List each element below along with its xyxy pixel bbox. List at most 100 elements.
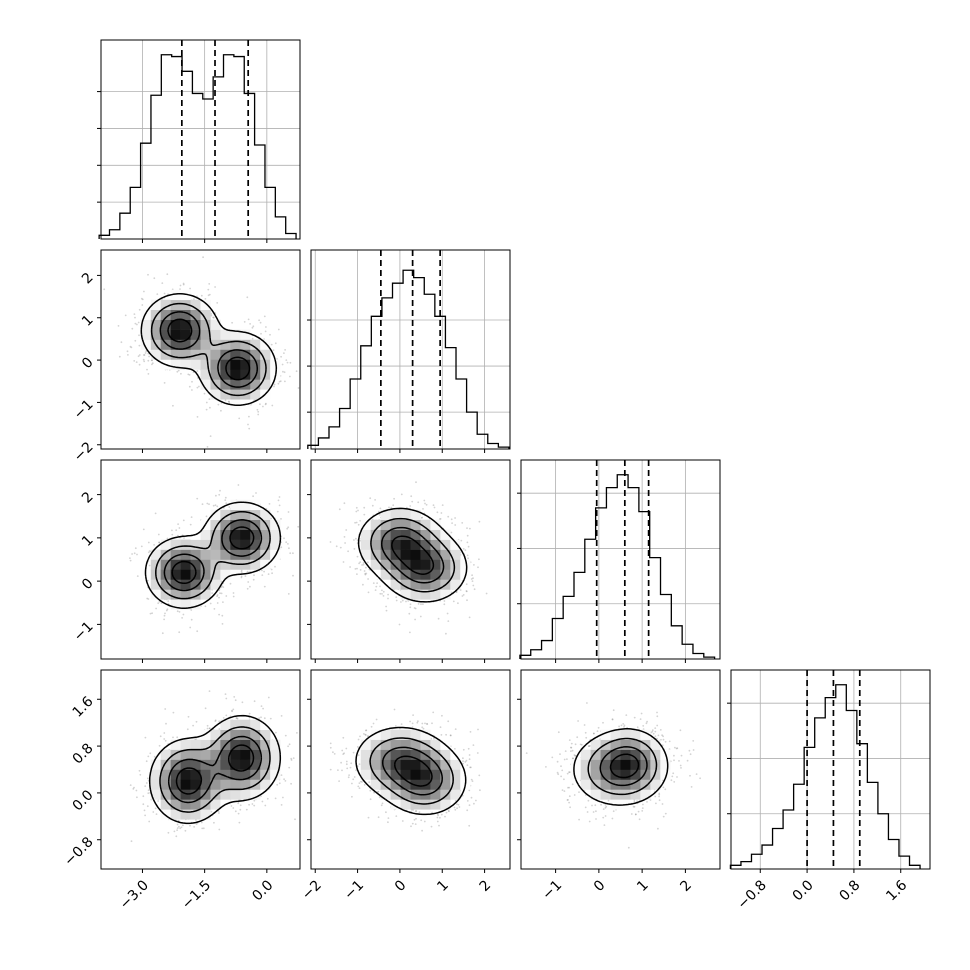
scatter-point: [264, 330, 267, 333]
scatter-point: [282, 370, 284, 373]
density-cell: [230, 399, 241, 410]
scatter-point: [292, 574, 294, 577]
scatter-point: [133, 313, 136, 315]
contour-line: [163, 519, 263, 592]
density-cell: [370, 559, 381, 570]
density-cell: [230, 499, 241, 511]
contour-line: [140, 293, 278, 406]
scatter-point: [131, 553, 134, 555]
scatter-point: [214, 504, 217, 507]
scatter-point: [142, 358, 145, 361]
scatter-point: [228, 400, 231, 403]
density-cell: [220, 329, 231, 340]
scatter-point: [447, 515, 450, 518]
scatter-point: [460, 539, 463, 542]
scatter-point: [286, 361, 289, 364]
scatter-point: [183, 537, 185, 539]
panel-frame: [100, 249, 301, 450]
scatter-point: [379, 585, 381, 588]
density-cell: [190, 539, 201, 550]
scatter-point: [161, 632, 164, 635]
scatter-point: [287, 511, 290, 513]
scatter-point: [466, 534, 469, 537]
scatter-point: [151, 359, 154, 362]
density-cell: [450, 579, 461, 590]
scatter-point: [196, 630, 199, 633]
scatter-point: [190, 516, 193, 518]
scatter-point: [247, 318, 250, 321]
density-cell: [170, 599, 181, 610]
scatter-point: [234, 699, 237, 702]
density-cell: [140, 329, 152, 340]
scatter-point: [465, 583, 468, 586]
scatter-point: [478, 558, 480, 561]
density-cell: [400, 529, 411, 540]
density-cell: [400, 519, 411, 530]
scatter-point: [364, 573, 367, 576]
density-cell: [180, 559, 191, 570]
scatter-point: [231, 321, 234, 324]
density-cell: [440, 539, 451, 550]
scatter-point: [465, 590, 468, 593]
density-cell: [400, 569, 411, 580]
scatter-point: [288, 547, 290, 550]
scatter-point: [138, 354, 141, 356]
scatter-point: [454, 517, 456, 519]
panel-frame: [520, 459, 721, 660]
scatter-point: [466, 599, 468, 602]
scatter-point: [284, 380, 286, 383]
scatter-point: [231, 710, 234, 713]
scatter-point: [362, 583, 364, 586]
density-cell: [220, 569, 231, 580]
scatter-point: [209, 406, 211, 409]
marginal-panel-1: [307, 249, 511, 453]
density-cell: [410, 549, 421, 560]
scatter-point: [354, 568, 357, 570]
scatter-point: [275, 731, 277, 734]
density-cell: [400, 589, 411, 600]
density-cell: [190, 309, 201, 320]
scatter-point: [355, 510, 358, 513]
scatter-point: [469, 527, 471, 530]
density-cell: [210, 549, 221, 560]
scatter-point: [208, 293, 211, 296]
scatter-point: [210, 313, 213, 315]
density-cell: [380, 559, 391, 570]
scatter-point: [413, 607, 416, 609]
density-cell: [210, 509, 221, 520]
density-cell: [150, 579, 161, 590]
scatter-point: [353, 539, 355, 541]
panel-frame: [730, 669, 931, 870]
scatter-point: [248, 427, 251, 430]
scatter-point: [272, 349, 275, 351]
scatter-point: [270, 517, 272, 520]
scatter-point: [425, 503, 428, 506]
scatter-point: [220, 592, 223, 595]
scatter-point: [312, 497, 314, 499]
density-cell: [210, 349, 221, 360]
density-cell: [250, 549, 261, 560]
scatter-point: [216, 595, 219, 598]
scatter-point: [405, 600, 407, 603]
density-cell: [440, 569, 451, 580]
density-cell: [220, 379, 231, 390]
contour-line: [159, 311, 259, 388]
density-cell: [240, 549, 251, 560]
scatter-point: [204, 707, 207, 710]
scatter-point: [347, 550, 349, 553]
scatter-point: [198, 385, 200, 388]
scatter-point: [485, 592, 488, 595]
density-cell: [420, 579, 431, 590]
scatter-point: [457, 602, 459, 605]
density-cell: [390, 529, 401, 540]
density-cell: [200, 319, 211, 330]
scatter-point: [277, 499, 280, 502]
scatter-point: [160, 602, 163, 605]
scatter-point: [148, 564, 151, 567]
density-cell: [190, 559, 201, 570]
density-cell: [150, 589, 161, 600]
density-cell: [430, 549, 441, 560]
scatter-point: [216, 594, 219, 596]
scatter-point: [467, 545, 470, 548]
joint-content: [129, 484, 314, 635]
